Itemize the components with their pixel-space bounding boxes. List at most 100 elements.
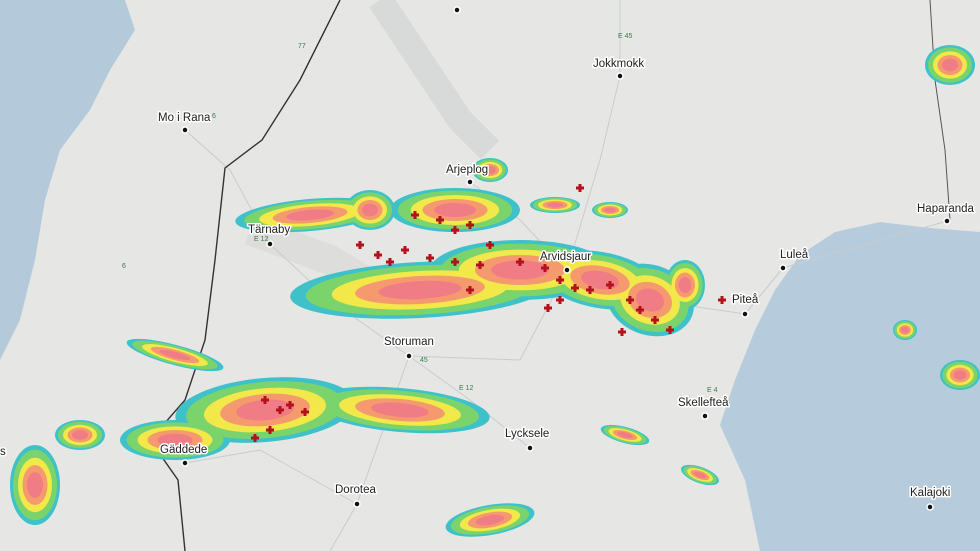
radar-echo [286,209,334,221]
city-label: Haparanda [917,203,975,215]
lightning-strike [386,258,394,266]
city-dot [353,500,361,508]
gulf-of-bothnia [720,222,980,551]
radar-echo [378,280,462,300]
lightning-strike [436,216,444,224]
city-dot [181,459,189,467]
city-label: Arjeplog [446,164,488,176]
city-label: Mo i Rana [158,112,211,124]
radar-echo [159,349,191,361]
lightning-layer [251,184,726,442]
norwegian-sea [0,0,135,360]
lightning-strike [426,254,434,262]
lightning-strike [356,241,364,249]
radar-echo [371,402,429,418]
lightning-strike [606,281,614,289]
lightning-strike [541,264,549,272]
lightning-strike [401,246,409,254]
lightning-strike [556,296,564,304]
radar-echo [617,431,633,439]
lightning-strike [266,426,274,434]
lightning-strike [666,326,674,334]
city-label: Jokkmokk [593,58,644,70]
lightning-strike [544,304,552,312]
city-dot [563,266,571,274]
road-label: 45 [420,357,428,364]
city-dot [616,72,624,80]
lightning-strike [466,221,474,229]
city-label: Tärnaby [248,224,290,236]
lightning-strike [718,296,726,304]
radar-echo [27,472,43,498]
city-dot [943,217,951,225]
city-label: Lycksele [505,428,549,440]
national-border [149,0,341,551]
road-label: E 12 [254,236,269,243]
lightning-strike [374,251,382,259]
city-dot [453,6,461,14]
road-label: E 4 [707,387,718,394]
city-dot [701,412,709,420]
labels: Mo i Rana Jokkmokk Arjeplog Tärnaby Arvi… [0,6,976,511]
radar-echo [635,288,665,312]
lightning-strike [286,401,294,409]
city-label: Dorotea [335,484,377,496]
city-dot [466,178,474,186]
lightning-strike [301,408,309,416]
shade [369,0,500,160]
city-label: Gäddede [160,444,207,456]
road-label: 6 [212,113,216,120]
radar-echo [72,430,88,440]
radar-echo [953,370,967,380]
city-label: Arvidsjaur [540,251,591,263]
lightning-strike [251,434,259,442]
radar-echo [547,202,563,208]
city-label: Piteå [732,294,759,306]
lightning-strike [651,316,659,324]
radar-echo [157,433,193,447]
lightning-strike [486,241,494,249]
city-label: Luleå [780,249,809,261]
city-label: Skellefteå [678,397,729,409]
radar-echo [491,260,549,280]
radar-echo [901,326,909,334]
road-label: E 12 [459,385,474,392]
lightning-strike [261,396,269,404]
radar-echo [484,166,496,174]
lightning-strike [586,286,594,294]
lightning-strike [516,258,524,266]
city-label: Storuman [384,336,434,348]
city-dot [405,352,413,360]
lightning-strike [571,284,579,292]
lightning-strike [451,226,459,234]
lightning-strike [618,328,626,336]
radar-echo [236,399,294,421]
lightning-strike [626,296,634,304]
national-border [929,0,951,221]
lightning-strike [576,184,584,192]
radar-echo [678,277,692,293]
road-label: 6 [122,263,126,270]
city-dot [779,264,787,272]
radar-echo [604,207,616,213]
radar-echo [362,203,378,217]
lightning-strike [466,286,474,294]
road-label: E 45 [618,33,633,40]
city-dot [181,126,189,134]
lightning-strike [476,261,484,269]
lightning-strike [636,306,644,314]
lightning-strike [556,276,564,284]
city-label: s [0,446,6,458]
city-dot [926,503,934,511]
city-dot [266,240,274,248]
lightning-strike [276,406,284,414]
city-dot [741,310,749,318]
radar-echo [942,58,958,72]
radar-echo [693,471,707,479]
city-dot [526,444,534,452]
radar-echo [434,202,476,218]
radar-echo [475,514,505,526]
radar-layer [10,45,980,537]
lightning-strike [411,211,419,219]
